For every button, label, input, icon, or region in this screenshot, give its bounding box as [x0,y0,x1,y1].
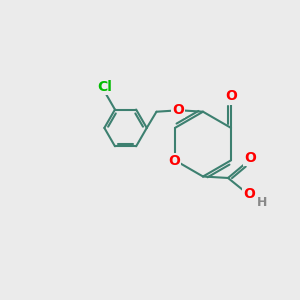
Text: O: O [244,151,256,165]
Text: O: O [243,187,255,201]
Text: O: O [168,154,180,168]
Text: Cl: Cl [98,80,112,94]
Text: O: O [225,89,237,103]
Text: O: O [172,103,184,117]
Text: H: H [257,196,268,208]
